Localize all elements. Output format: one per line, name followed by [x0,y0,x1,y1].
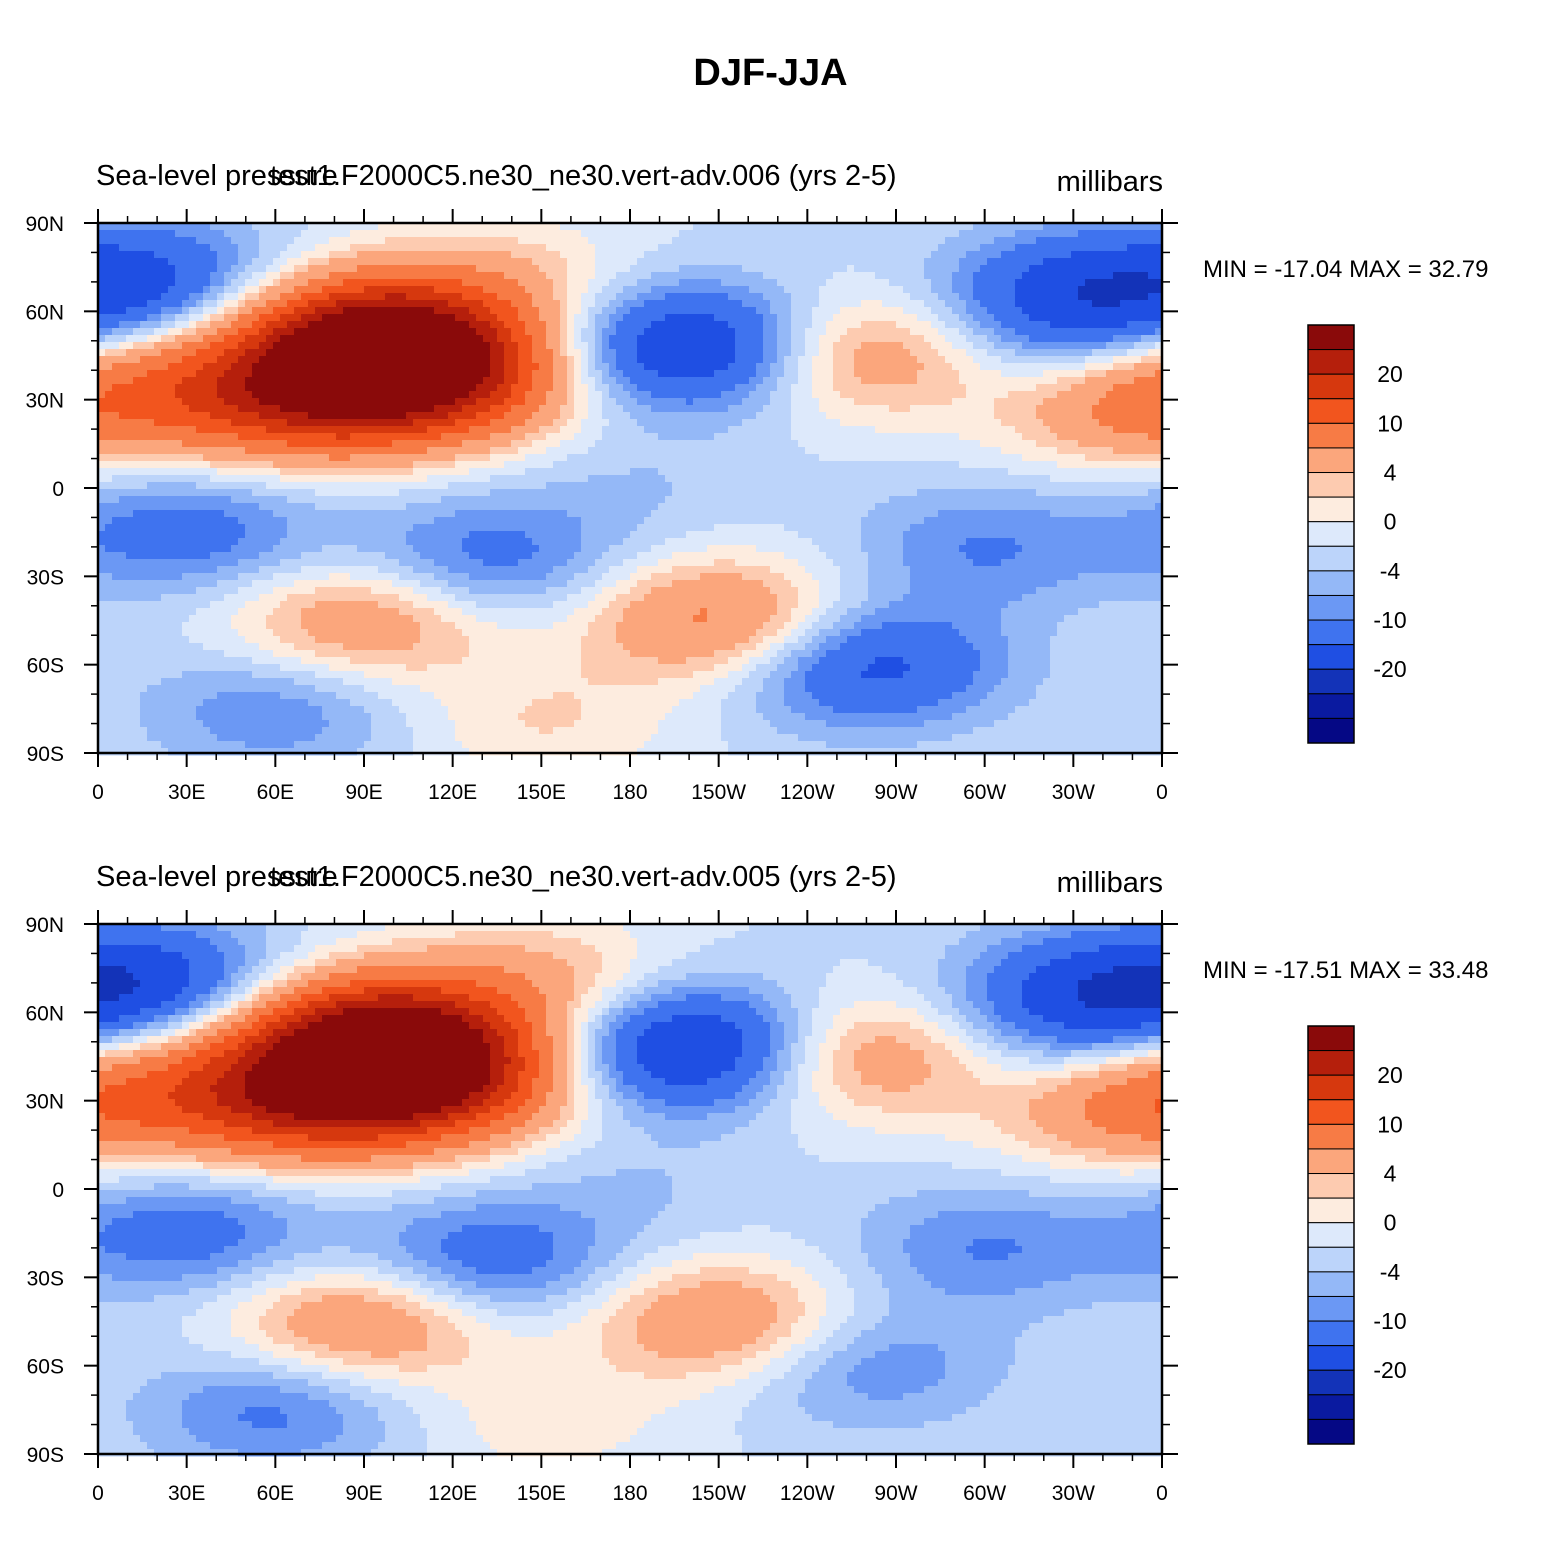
y-tick-label: 90S [27,1444,64,1467]
x-tick-label: 150E [517,781,566,804]
colorbar-label: -10 [1373,607,1406,633]
colorbar-box [1308,374,1354,399]
colorbar-box [1308,399,1354,424]
colorbar-box [1308,1296,1354,1321]
x-tick-label: 60W [963,1482,1006,1505]
colorbar-box [1308,497,1354,522]
x-tick-label: 60E [257,1482,294,1505]
x-tick-label: 120E [428,1482,477,1505]
y-tick-label: 90N [25,213,64,236]
colorbar-box [1308,423,1354,448]
colorbar-box [1308,1075,1354,1100]
colorbar-box [1308,645,1354,670]
slp-field [98,223,1163,756]
colorbar-box [1308,1051,1354,1076]
colorbar-label: 20 [1377,361,1403,387]
colorbar-box [1308,669,1354,694]
x-tick-label: 120E [428,781,477,804]
colorbar-box [1308,718,1354,743]
x-tick-label: 0 [92,781,104,804]
x-tick-label: 150W [691,1482,746,1505]
y-tick-label: 60S [27,655,64,678]
colorbar-label: 4 [1384,1161,1397,1187]
panel-2-stats: MIN = -17.51 MAX = 33.48 [1203,957,1488,985]
x-tick-label: 0 [1156,1482,1168,1505]
main-title: DJF-JJA [0,52,1541,95]
x-tick-label: 150E [517,1482,566,1505]
colorbar-box [1308,1321,1354,1346]
colorbar-label: -4 [1380,1259,1401,1285]
colorbar-box [1308,1149,1354,1174]
panel-1-stats: MIN = -17.04 MAX = 32.79 [1203,256,1488,284]
colorbar-label: -10 [1373,1308,1406,1334]
x-tick-label: 180 [612,1482,647,1505]
colorbar-box [1308,1198,1354,1223]
x-tick-label: 180 [612,781,647,804]
colorbar-box [1308,1026,1354,1051]
y-tick-label: 30N [25,390,64,413]
colorbar-label: 4 [1384,460,1397,486]
y-tick-label: 30S [27,566,64,589]
x-tick-label: 90W [874,1482,917,1505]
x-tick-label: 0 [1156,781,1168,804]
x-tick-label: 90E [345,1482,382,1505]
colorbar-box [1308,473,1354,498]
x-tick-label: 60E [257,781,294,804]
x-tick-label: 30W [1052,781,1095,804]
colorbar-box [1308,546,1354,571]
x-tick-label: 60W [963,781,1006,804]
x-tick-label: 150W [691,781,746,804]
panel-1: 0 30E 60E 90E 120E 150E 180 150W 120W 90W 60W 30W 0 9… [0,160,1541,860]
colorbar-box [1308,1395,1354,1420]
colorbar-box [1308,1419,1354,1444]
colorbar-label: 0 [1384,509,1397,535]
panel-2: 0 30E 60E 90E 120E 150E 180 150W 120W 90W 60W 30W 0 9… [0,861,1541,1561]
x-tick-label: 90W [874,781,917,804]
x-tick-label: 30E [168,781,205,804]
panel-2-title-center: test1.F2000C5.ne30_ne30.vert-adv.005 (yr… [270,861,897,894]
colorbar-box [1308,595,1354,620]
y-tick-label: 60N [25,301,64,324]
y-tick-label: 0 [52,1179,64,1202]
y-tick-label: 0 [52,478,64,501]
colorbar-box [1308,350,1354,375]
colorbar-label: 20 [1377,1062,1403,1088]
panel-1-units: millibars [1057,166,1163,199]
colorbar-label: -20 [1373,1357,1406,1383]
colorbar-box [1308,448,1354,473]
x-tick-label: 30E [168,1482,205,1505]
colorbar-label: -4 [1380,558,1401,584]
colorbar-box [1308,1346,1354,1371]
y-tick-label: 60N [25,1002,64,1025]
x-tick-label: 0 [92,1482,104,1505]
colorbar-label: 10 [1377,1111,1403,1137]
panel-1-title-center: test1.F2000C5.ne30_ne30.vert-adv.006 (yr… [270,160,897,193]
colorbar-box [1308,571,1354,596]
slp-field [98,924,1163,1457]
colorbar-box [1308,1370,1354,1395]
y-tick-label: 60S [27,1356,64,1379]
y-tick-label: 90N [25,914,64,937]
y-tick-label: 90S [27,743,64,766]
colorbar-label: 10 [1377,410,1403,436]
colorbar-label: -20 [1373,656,1406,682]
x-tick-label: 120W [780,1482,835,1505]
colorbar-box [1308,522,1354,547]
x-tick-label: 120W [780,781,835,804]
x-tick-label: 30W [1052,1482,1095,1505]
x-tick-label: 90E [345,781,382,804]
colorbar-box [1308,1247,1354,1272]
colorbar-box [1308,620,1354,645]
panel-2-units: millibars [1057,867,1163,900]
colorbar-box [1308,1223,1354,1248]
colorbar-box [1308,1124,1354,1149]
y-tick-label: 30S [27,1267,64,1290]
colorbar-box [1308,1100,1354,1125]
colorbar-box [1308,1272,1354,1297]
colorbar-box [1308,325,1354,350]
colorbar-box [1308,694,1354,719]
y-tick-label: 30N [25,1091,64,1114]
colorbar-box [1308,1174,1354,1199]
colorbar-label: 0 [1384,1210,1397,1236]
